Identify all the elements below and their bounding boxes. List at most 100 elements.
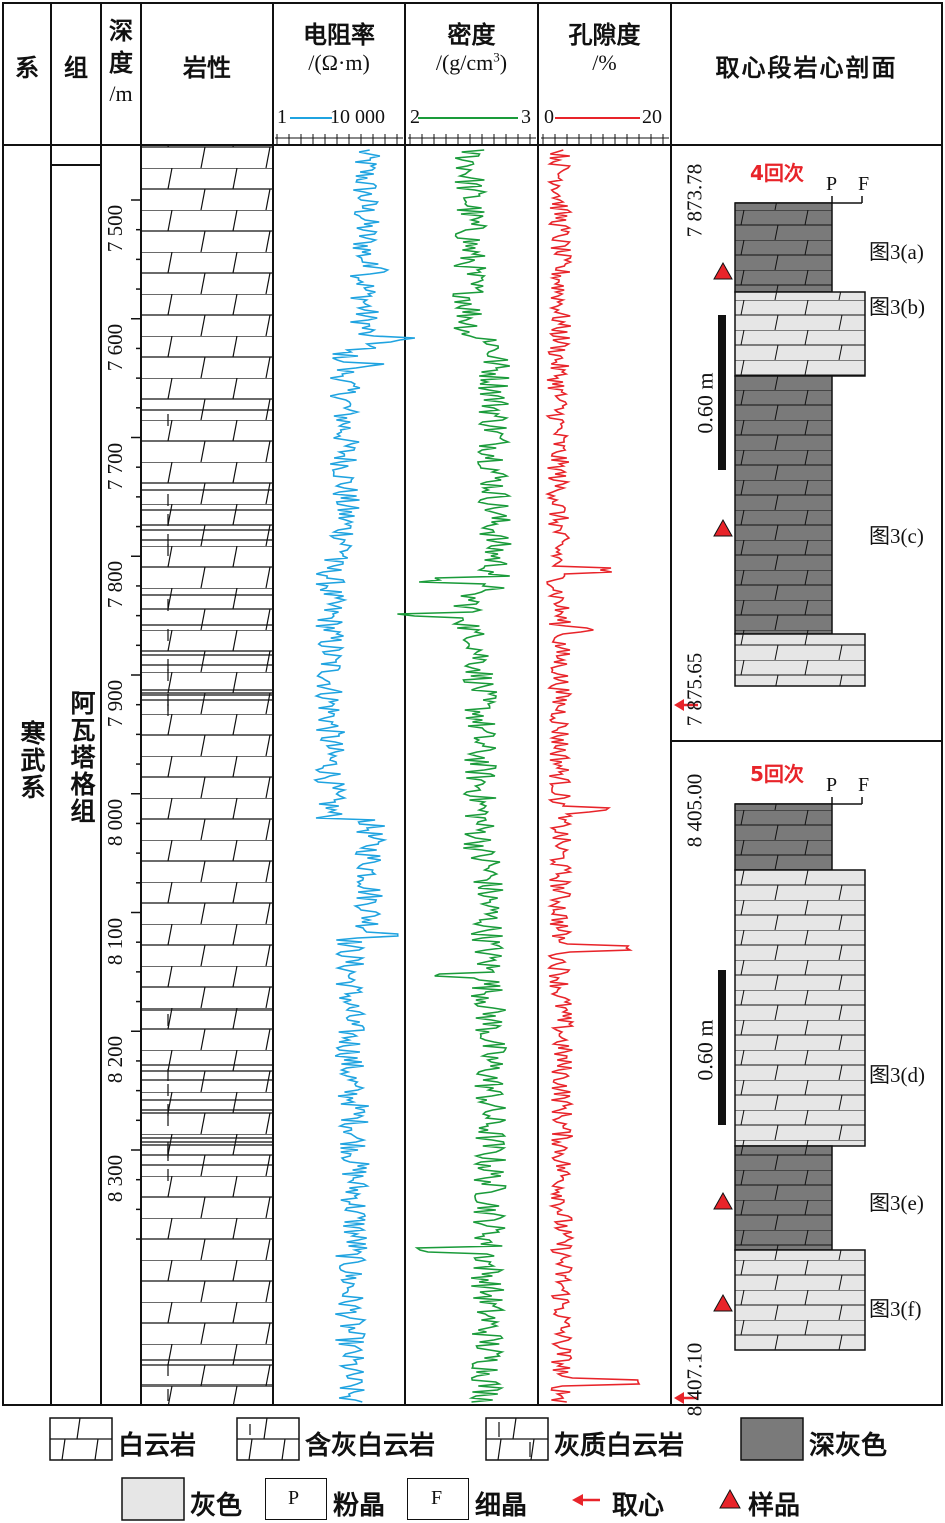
density-curve: [397, 149, 512, 1403]
porosity-unit: /%: [592, 49, 617, 75]
core5-round: 5回次: [750, 762, 804, 786]
depth-tick-label: 8 200: [103, 1036, 128, 1084]
lithology-beds: [142, 409, 272, 1401]
legend-fine-crystal: 细晶: [475, 1491, 528, 1521]
header-depth: 深 度 /m: [101, 17, 141, 107]
porosity-curve: [544, 149, 641, 1403]
axis-scales: [275, 117, 669, 145]
core4-profile: [674, 196, 866, 711]
core5-light-bed-1: [734, 869, 866, 1147]
depth-tick-label: 8 000: [103, 798, 128, 846]
density-unit-text: /(g/cm: [435, 49, 494, 75]
depth-tick-label: 7 800: [103, 561, 128, 609]
legend-dolomite: 白云岩: [118, 1431, 197, 1461]
header-system: 系: [15, 54, 39, 82]
core5-scale-label: 0.60 m: [692, 1019, 718, 1081]
legend-dark-gray-swatch: [740, 1417, 804, 1461]
density-unit-sup: 3: [493, 49, 500, 65]
legend-coring: 取心: [612, 1491, 665, 1521]
legend-dolomite-symbol: [49, 1417, 113, 1461]
porosity-max: 20: [642, 106, 662, 128]
density-min: 2: [410, 106, 420, 128]
group-name: 阿瓦塔格组: [67, 690, 96, 825]
sample-marker: [713, 1293, 733, 1312]
legend-f-box: F: [407, 1478, 469, 1520]
legend-lime-bearing-symbol: [236, 1417, 300, 1461]
core4-scale-bar: [718, 315, 726, 470]
depth-tick-label: 7 500: [103, 204, 128, 253]
header-depth-char-1: 深: [109, 17, 133, 45]
core5-light-bed-2: [734, 1249, 866, 1351]
sample-marker: [713, 261, 733, 280]
density-unit-end: ): [499, 49, 508, 75]
porosity-title: 孔隙度: [568, 21, 641, 49]
depth-tick-label: 7 600: [103, 323, 128, 371]
resistivity-title: 电阻率: [303, 21, 375, 49]
core4-round: 4回次: [750, 161, 804, 185]
porosity-min: 0: [544, 106, 554, 128]
density-unit: /(g/cm3): [405, 49, 538, 75]
header-resistivity: 电阻率 /(Ω·m): [273, 21, 405, 75]
core4-light-bed-1: [734, 291, 866, 377]
header-depth-char-2: 度: [109, 48, 133, 77]
core5-profile: [674, 797, 866, 1404]
core5-fig-f: 图3(f): [869, 1297, 922, 1321]
header-porosity: 孔隙度 /%: [538, 21, 671, 75]
legend-fine-powder: 粉晶: [333, 1491, 386, 1521]
core5-coring-arrow: [674, 1392, 698, 1404]
lithology-pattern: [142, 146, 272, 1404]
core4-p-marker: P: [826, 173, 838, 195]
resistivity-min: 1: [277, 106, 287, 128]
core5-dark-bed-2: [734, 1145, 833, 1251]
legend-coring-arrow: [572, 1494, 600, 1506]
core4-fig-a: 图3(a): [869, 240, 924, 264]
core4-coring-arrow: [674, 699, 698, 711]
legend-gray: 灰色: [190, 1491, 243, 1521]
core4-light-bed-2: [734, 633, 866, 687]
header-lithology: 岩性: [183, 54, 231, 82]
resistivity-curve: [313, 149, 416, 1403]
header-density: 密度 /(g/cm3): [405, 21, 538, 75]
legend-sample-marker: [719, 1488, 741, 1509]
core5-p-marker: P: [826, 774, 838, 796]
core4-f-marker: F: [858, 173, 870, 195]
core5-fig-d: 图3(d): [869, 1063, 925, 1087]
core5-dark-bed-1: [734, 803, 833, 871]
column-lines: [50, 3, 942, 1405]
core4-fig-b: 图3(b): [869, 295, 925, 319]
core5-top-depth: 8 405.00: [682, 773, 707, 848]
sample-marker: [713, 1191, 733, 1210]
depth-tick-label: 7 700: [103, 442, 128, 490]
core5-scale-bar: [718, 970, 726, 1125]
core4-scale-label: 0.60 m: [692, 372, 718, 434]
system-name: 寒武系: [17, 720, 46, 801]
depth-tick-label: 8 300: [103, 1154, 128, 1203]
header-core-profile: 取心段岩心剖面: [715, 54, 898, 82]
core5-fig-e: 图3(e): [869, 1191, 924, 1215]
legend-dark-gray: 深灰色: [809, 1431, 888, 1461]
core4-fig-c: 图3(c): [869, 524, 924, 548]
legend-f-letter: F: [431, 1487, 443, 1509]
resistivity-max: 10 000: [330, 106, 385, 128]
core4-dark-bed-1: [734, 202, 833, 293]
core5-f-marker: F: [858, 774, 870, 796]
legend-sample: 样品: [748, 1491, 801, 1521]
table-frame: [2, 2, 943, 1406]
depth-tick-marks: [131, 199, 141, 1240]
legend-gray-swatch: [121, 1477, 185, 1521]
core5-bottom-depth: 8 407.10: [682, 1342, 707, 1417]
header-depth-unit: /m: [109, 81, 133, 107]
legend-p-box: P: [265, 1478, 327, 1520]
core4-bottom-depth: 7 875.65: [682, 652, 707, 727]
legend-symbols: [49, 1417, 804, 1521]
sample-marker: [713, 518, 733, 537]
legend-limy: 灰质白云岩: [554, 1431, 685, 1461]
density-title: 密度: [447, 21, 496, 49]
legend-limy-symbol: [485, 1417, 549, 1461]
core4-top-depth: 7 873.78: [682, 163, 707, 238]
depth-tick-label: 8 100: [103, 917, 128, 965]
density-max: 3: [521, 106, 531, 128]
legend-p-letter: P: [288, 1487, 300, 1509]
legend-lime-bearing: 含灰白云岩: [305, 1431, 436, 1461]
